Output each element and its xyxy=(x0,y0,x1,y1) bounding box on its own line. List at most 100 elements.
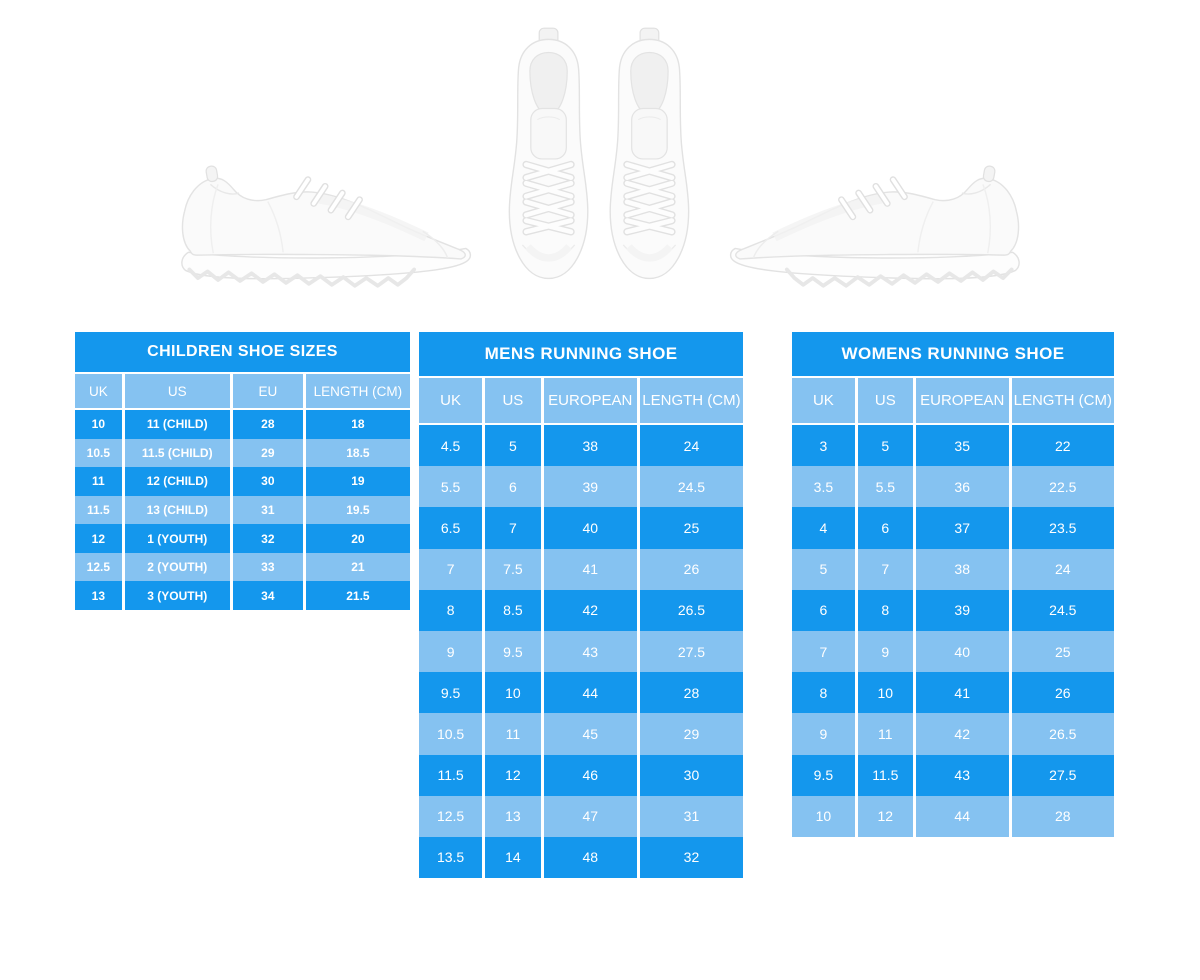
size-cell: 40 xyxy=(543,507,637,549)
size-cell: 5 xyxy=(485,425,541,467)
column-header-european: EUROPEAN xyxy=(915,378,1009,423)
size-cell: 26 xyxy=(1011,672,1114,714)
size-cell: 19 xyxy=(305,467,410,496)
size-row: 4 6 37 23.5 xyxy=(792,507,1114,549)
size-cell: 43 xyxy=(543,630,637,673)
size-row: 3 5 35 22 xyxy=(792,425,1114,467)
size-cell: 10.5 xyxy=(419,713,483,755)
size-cell: 40 xyxy=(915,630,1009,673)
size-cell: 44 xyxy=(543,672,637,714)
size-cell: 24.5 xyxy=(1011,589,1114,631)
size-cell: 3 xyxy=(792,425,855,467)
womens-table-header-row: UK US EUROPEAN LENGTH (CM) xyxy=(792,378,1114,423)
size-row: 6.5 7 40 25 xyxy=(419,507,743,549)
size-cell: 41 xyxy=(915,672,1009,714)
size-cell: 4 xyxy=(792,507,855,549)
table-title-mens: MENS RUNNING SHOE xyxy=(419,332,743,376)
size-cell: 12 xyxy=(485,754,541,796)
size-cell: 25 xyxy=(639,507,743,549)
size-cell: 29 xyxy=(639,713,743,755)
size-cell: 26.5 xyxy=(1011,713,1114,755)
size-cell: 8 xyxy=(792,672,855,714)
size-cell: 20 xyxy=(305,524,410,553)
size-cell: 6.5 xyxy=(419,507,483,549)
size-cell: 7 xyxy=(485,507,541,549)
size-cell: 21.5 xyxy=(305,581,410,610)
size-cell: 36 xyxy=(915,466,1009,508)
column-header-uk: UK xyxy=(75,374,122,408)
size-row: 5.5 6 39 24.5 xyxy=(419,466,743,508)
size-cell: 9 xyxy=(857,630,913,673)
size-cell: 30 xyxy=(232,467,303,496)
size-cell: 8 xyxy=(419,589,483,631)
shoe-photo-side-view-right xyxy=(719,158,1025,293)
children-table-body: 10 11 (CHILD) 28 18 10.5 11.5 (CHILD) 29 18.5 11… xyxy=(75,410,410,610)
size-cell: 26 xyxy=(639,548,743,590)
shoe-photo-side-view-left xyxy=(176,158,482,293)
size-cell: 22 xyxy=(1011,425,1114,467)
size-row: 4.5 5 38 24 xyxy=(419,425,743,467)
size-cell: 12 xyxy=(857,795,913,837)
mens-table-body: 4.5 5 38 24 5.5 6 39 24.5 6.5 7 40 25 7 7.5 41 26 8 8.5 42… xyxy=(419,425,743,879)
table-title-womens: WOMENS RUNNING SHOE xyxy=(792,332,1114,376)
size-cell: 6 xyxy=(485,466,541,508)
size-cell: 39 xyxy=(915,589,1009,631)
size-cell: 18 xyxy=(305,410,410,439)
size-cell: 32 xyxy=(232,524,303,553)
size-cell: 29 xyxy=(232,438,303,468)
size-cell: 11 xyxy=(857,713,913,755)
column-header-us: US xyxy=(124,374,230,408)
size-cell: 3 (YOUTH) xyxy=(124,581,230,610)
size-row: 10 12 44 28 xyxy=(792,795,1114,837)
column-header-us: US xyxy=(857,378,913,423)
size-cell: 32 xyxy=(639,836,743,879)
size-cell: 11.5 xyxy=(419,754,483,796)
size-cell: 13 (CHILD) xyxy=(124,495,230,525)
size-cell: 27.5 xyxy=(1011,754,1114,796)
womens-table-body: 3 5 35 22 3.5 5.5 36 22.5 4 6 37 23.5 5 7 38 24 6 8 39 24.5… xyxy=(792,425,1114,837)
size-cell: 11.5 (CHILD) xyxy=(124,438,230,468)
size-cell: 31 xyxy=(232,495,303,525)
size-cell: 24 xyxy=(639,425,743,467)
size-cell: 11 xyxy=(75,467,122,496)
size-cell: 27.5 xyxy=(639,630,743,673)
size-row: 12.5 13 47 31 xyxy=(419,795,743,837)
size-cell: 9.5 xyxy=(485,630,541,673)
size-row: 11 12 (CHILD) 30 19 xyxy=(75,467,410,496)
size-row: 6 8 39 24.5 xyxy=(792,589,1114,631)
size-cell: 5.5 xyxy=(419,466,483,508)
size-cell: 37 xyxy=(915,507,1009,549)
size-row: 10.5 11 45 29 xyxy=(419,713,743,755)
size-cell: 26.5 xyxy=(639,589,743,631)
size-row: 9.5 11.5 43 27.5 xyxy=(792,754,1114,796)
size-row: 8 10 41 26 xyxy=(792,672,1114,714)
size-row: 8 8.5 42 26.5 xyxy=(419,589,743,631)
size-cell: 10 xyxy=(792,795,855,837)
size-cell: 5 xyxy=(857,425,913,467)
size-cell: 7 xyxy=(792,630,855,673)
column-header-uk: UK xyxy=(419,378,483,423)
size-cell: 2 (YOUTH) xyxy=(124,552,230,582)
size-cell: 35 xyxy=(915,425,1009,467)
size-row: 11.5 12 46 30 xyxy=(419,754,743,796)
size-row: 13 3 (YOUTH) 34 21.5 xyxy=(75,581,410,610)
shoe-photo-top-view-pair xyxy=(500,20,698,296)
size-cell: 5 xyxy=(792,548,855,590)
size-cell: 46 xyxy=(543,754,637,796)
size-cell: 10 xyxy=(857,672,913,714)
column-header-us: US xyxy=(485,378,541,423)
size-cell: 10 xyxy=(485,672,541,714)
size-cell: 12 (CHILD) xyxy=(124,467,230,496)
size-cell: 25 xyxy=(1011,630,1114,673)
size-row: 3.5 5.5 36 22.5 xyxy=(792,466,1114,508)
size-row: 9 11 42 26.5 xyxy=(792,713,1114,755)
size-row: 7 7.5 41 26 xyxy=(419,548,743,590)
size-cell: 12.5 xyxy=(75,552,122,582)
size-row: 10 11 (CHILD) 28 18 xyxy=(75,410,410,439)
size-cell: 9.5 xyxy=(792,754,855,796)
size-cell: 28 xyxy=(1011,795,1114,837)
size-cell: 24.5 xyxy=(639,466,743,508)
size-cell: 9 xyxy=(419,630,483,673)
column-header-length-cm: LENGTH (CM) xyxy=(305,374,410,408)
